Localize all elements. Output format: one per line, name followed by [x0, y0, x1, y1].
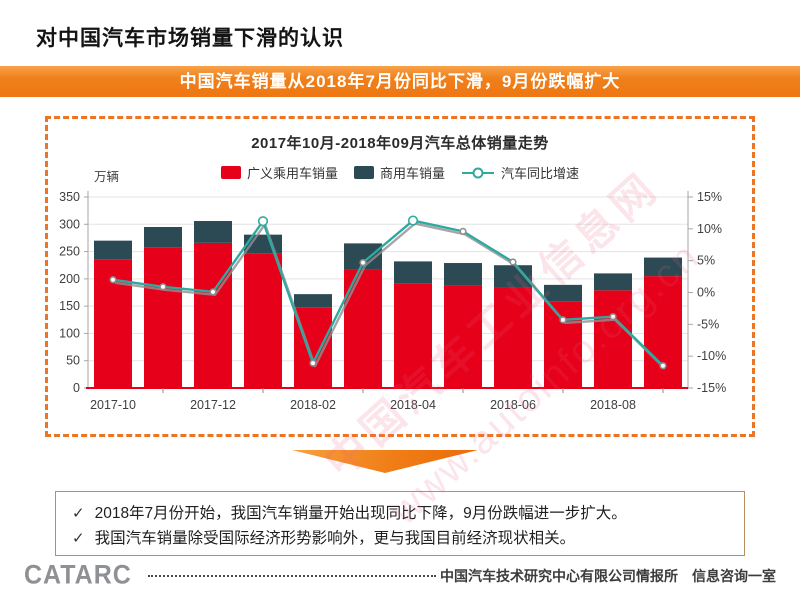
- legend-item-passenger: 广义乘用车销量: [220, 163, 338, 182]
- chart-legend: 广义乘用车销量 商用车销量 汽车同比增速: [48, 163, 752, 182]
- chart-panel: 2017年10月-2018年09月汽车总体销量走势 万辆 广义乘用车销量 商用车…: [45, 116, 755, 437]
- svg-text:10%: 10%: [697, 222, 722, 236]
- svg-text:0: 0: [73, 381, 80, 395]
- svg-text:350: 350: [59, 190, 80, 204]
- svg-text:5%: 5%: [697, 254, 715, 268]
- svg-text:200: 200: [59, 272, 80, 286]
- svg-text:250: 250: [59, 245, 80, 259]
- callout-item: ✓ 我国汽车销量除受国际经济形势影响外，更与我国目前经济现状相关。: [72, 526, 728, 551]
- y-axis-unit-label: 万辆: [94, 170, 120, 184]
- down-arrow-icon: [292, 450, 478, 473]
- footer-divider: [148, 575, 436, 577]
- callout-item: ✓ 2018年7月份开始，我国汽车销量开始出现同比下降，9月份跌幅进一步扩大。: [72, 501, 728, 526]
- svg-text:-15%: -15%: [697, 381, 726, 395]
- svg-text:300: 300: [59, 217, 80, 231]
- svg-text:2018-08: 2018-08: [590, 398, 636, 412]
- svg-text:-10%: -10%: [697, 349, 726, 363]
- svg-text:15%: 15%: [697, 190, 722, 204]
- line-marker-icon: [462, 167, 494, 178]
- footer-text: 中国汽车技术研究中心有限公司情报所 信息咨询一室: [440, 566, 776, 586]
- svg-text:100: 100: [59, 326, 80, 340]
- legend-label: 汽车同比增速: [501, 166, 580, 181]
- svg-text:50: 50: [66, 354, 80, 368]
- svg-text:0%: 0%: [697, 286, 715, 300]
- chart-title: 2017年10月-2018年09月汽车总体销量走势: [251, 135, 549, 152]
- legend-item-commercial: 商用车销量: [353, 163, 445, 182]
- svg-text:2017-12: 2017-12: [190, 398, 236, 412]
- banner-headline: 中国汽车销量从2018年7月份同比下滑，9月份跌幅扩大: [0, 66, 800, 97]
- callout-text: 我国汽车销量除受国际经济形势影响外，更与我国目前经济现状相关。: [94, 530, 576, 547]
- svg-text:-5%: -5%: [697, 317, 719, 331]
- svg-text:2018-06: 2018-06: [490, 398, 536, 412]
- sales-trend-chart: 0 50 100 150 200 250 300 350 -15% -10% -5% 0% 5% 10% 1…: [59, 190, 726, 412]
- legend-label: 广义乘用车销量: [246, 166, 338, 181]
- passenger-bar-swatch-icon: [220, 166, 241, 179]
- legend-item-growth-line: 汽车同比增速: [461, 163, 579, 182]
- footer-dept: 信息咨询一室: [692, 568, 776, 584]
- svg-text:2018-02: 2018-02: [290, 398, 336, 412]
- svg-text:2018-04: 2018-04: [390, 398, 436, 412]
- commercial-bar-swatch-icon: [353, 166, 374, 179]
- catarc-logo: CATARC: [24, 559, 132, 591]
- svg-text:150: 150: [59, 299, 80, 313]
- checkmark-icon: ✓: [72, 505, 85, 522]
- callout-text: 2018年7月份开始，我国汽车销量开始出现同比下降，9月份跌幅进一步扩大。: [94, 505, 627, 522]
- legend-label: 商用车销量: [379, 166, 445, 181]
- page-title: 对中国汽车市场销量下滑的认识: [36, 27, 344, 50]
- checkmark-icon: ✓: [72, 530, 85, 547]
- footer-org: 中国汽车技术研究中心有限公司情报所: [440, 568, 678, 584]
- svg-text:2017-10: 2017-10: [90, 398, 136, 412]
- callout-box: ✓ 2018年7月份开始，我国汽车销量开始出现同比下降，9月份跌幅进一步扩大。 …: [55, 491, 745, 556]
